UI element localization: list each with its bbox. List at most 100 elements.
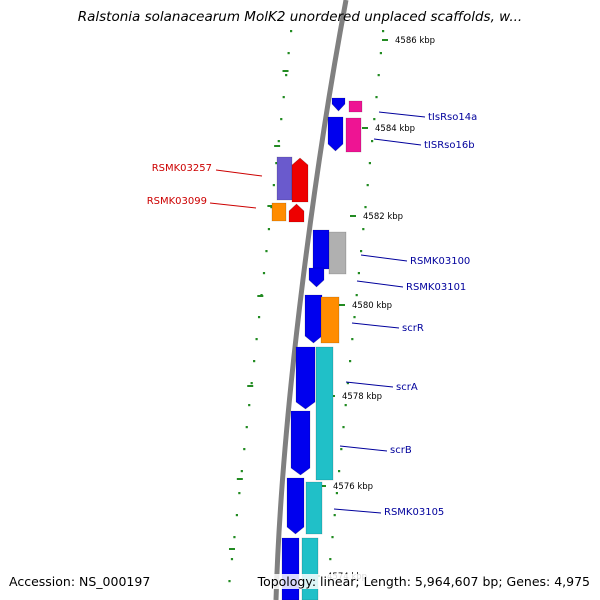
leader-line bbox=[215, 169, 263, 177]
leader-line bbox=[209, 202, 257, 209]
gene-features bbox=[271, 97, 363, 600]
ring-dot bbox=[355, 294, 358, 297]
ring-dot bbox=[333, 514, 336, 517]
ring-dot bbox=[362, 228, 365, 231]
ring-dot bbox=[262, 272, 266, 275]
kbp-label: 4576 kbp bbox=[333, 482, 373, 492]
gene-label: RSMK03257 bbox=[152, 163, 212, 174]
kbp-tick bbox=[382, 39, 388, 41]
gene-arrow bbox=[308, 267, 325, 288]
ring-dash bbox=[282, 70, 289, 72]
ring-dot bbox=[344, 404, 347, 407]
gene-label: scrA bbox=[396, 382, 418, 393]
ring-dot bbox=[230, 558, 234, 561]
leader-line bbox=[373, 138, 422, 146]
gene-arrow bbox=[286, 477, 305, 535]
leader-line bbox=[345, 381, 394, 388]
ring-dot bbox=[382, 30, 385, 33]
ring-dot bbox=[248, 404, 251, 407]
ring-dash bbox=[236, 478, 243, 480]
ring-dot bbox=[349, 360, 352, 363]
kbp-tick bbox=[362, 127, 368, 129]
ring-dot bbox=[366, 184, 369, 187]
gene-arrow bbox=[315, 346, 334, 481]
kbp-label: 4578 kbp bbox=[342, 392, 382, 402]
leader-line bbox=[351, 322, 400, 329]
gene-label: scrB bbox=[390, 445, 412, 456]
gene-arrow bbox=[320, 296, 340, 344]
gene-label: RSMK03100 bbox=[410, 256, 470, 267]
ring-dot bbox=[238, 492, 241, 495]
gene-label: tISRso16b bbox=[424, 140, 475, 151]
gene-arrow bbox=[348, 100, 363, 113]
gene-arrow bbox=[276, 156, 293, 201]
gene-label: scrR bbox=[402, 323, 424, 334]
ring-dot bbox=[235, 514, 238, 517]
kbp-label: 4586 kbp bbox=[395, 36, 435, 46]
ring-dot bbox=[329, 558, 332, 561]
accession-text: Accession: NS_000197 bbox=[9, 574, 151, 589]
ring-dot bbox=[272, 184, 275, 187]
leader-line bbox=[356, 280, 404, 288]
kbp-label: 4584 kbp bbox=[375, 124, 415, 134]
ring-dash bbox=[257, 295, 264, 297]
leader-line bbox=[333, 508, 382, 514]
ring-dot bbox=[282, 96, 285, 99]
kbp-tick bbox=[350, 215, 356, 217]
gene-arrow bbox=[291, 157, 309, 203]
gene-arrow bbox=[301, 537, 319, 600]
ring-dot bbox=[240, 470, 243, 473]
ring-dot bbox=[340, 448, 343, 451]
ring-dash bbox=[247, 385, 254, 387]
ring-dot bbox=[371, 140, 374, 143]
ring-dot bbox=[379, 52, 382, 55]
gene-arrow bbox=[288, 203, 305, 223]
ring-dot bbox=[255, 338, 258, 341]
ring-dot bbox=[346, 382, 349, 385]
ring-dot bbox=[265, 250, 268, 253]
ring-dot bbox=[228, 580, 231, 583]
ring-dot bbox=[342, 426, 345, 429]
gene-arrow bbox=[331, 97, 346, 112]
gene-arrow bbox=[327, 116, 344, 152]
ring-dot bbox=[253, 360, 256, 363]
gene-arrow bbox=[304, 294, 323, 344]
outer-ring-left bbox=[228, 30, 293, 583]
ring-dot bbox=[353, 316, 356, 319]
ring-dot bbox=[360, 250, 363, 253]
ring-dot bbox=[257, 316, 261, 319]
gene-arrow bbox=[281, 537, 300, 600]
kbp-label: 4580 kbp bbox=[352, 301, 392, 311]
ring-dot bbox=[270, 206, 273, 209]
gene-arrow bbox=[305, 481, 323, 535]
ring-dot bbox=[335, 492, 338, 495]
ring-dot bbox=[373, 118, 376, 121]
kbp-label: 4582 kbp bbox=[363, 212, 403, 222]
summary-text: Topology: linear; Length: 5,964,607 bp; … bbox=[257, 574, 590, 589]
ring-dot bbox=[243, 448, 246, 451]
ring-dot bbox=[290, 30, 293, 33]
leader-line bbox=[360, 254, 408, 262]
gene-label: tIsRso14a bbox=[428, 112, 477, 123]
ring-dot bbox=[331, 536, 334, 539]
ring-dot bbox=[364, 206, 367, 209]
leader-line bbox=[339, 445, 388, 452]
gene-label: RSMK03099 bbox=[147, 196, 207, 207]
leader-line bbox=[378, 111, 426, 118]
gene-label: RSMK03101 bbox=[406, 282, 466, 293]
ring-dot bbox=[377, 74, 380, 77]
map-title: Ralstonia solanacearum MolK2 unordered u… bbox=[77, 9, 523, 25]
ring-dot bbox=[275, 162, 278, 165]
ring-dot bbox=[368, 162, 371, 165]
kbp-tick bbox=[339, 304, 345, 306]
gene-arrow bbox=[295, 346, 316, 410]
ring-dot bbox=[280, 118, 283, 121]
gene-arrow bbox=[312, 229, 330, 270]
ring-dot bbox=[338, 470, 341, 473]
label-leaders bbox=[209, 111, 426, 514]
ring-dot bbox=[267, 228, 271, 231]
gene-arrow bbox=[271, 202, 287, 222]
gene-labels: tIsRso14a tISRso16b RSMK03257 RSMK03099 RSMK… bbox=[147, 112, 478, 518]
gene-label: RSMK03105 bbox=[384, 507, 444, 518]
